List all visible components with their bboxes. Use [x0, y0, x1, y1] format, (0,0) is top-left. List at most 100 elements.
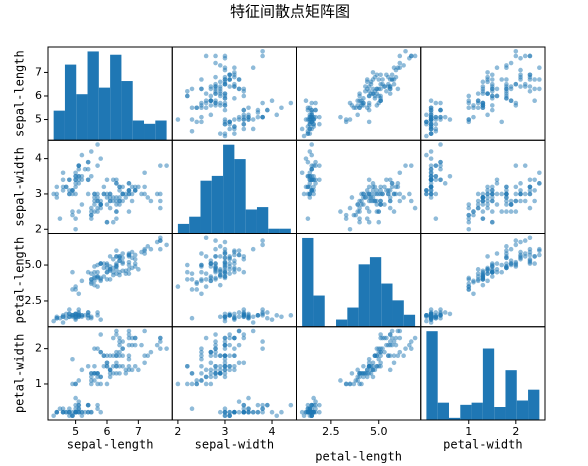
scatter-point	[489, 93, 495, 99]
scatter-point	[378, 360, 383, 366]
scatter-point	[232, 117, 237, 122]
scatter-point	[246, 105, 251, 111]
scatter-point	[260, 409, 265, 415]
histogram-bar	[110, 54, 122, 141]
scatter-point	[395, 181, 401, 186]
scatter-point	[384, 342, 389, 348]
scatter-point	[380, 335, 385, 341]
histogram-bar	[211, 175, 224, 234]
scatter-point	[222, 117, 228, 122]
scatter-point	[438, 166, 443, 172]
scatter-point	[382, 202, 387, 207]
scatter-point	[366, 119, 372, 125]
scatter-point	[79, 202, 85, 207]
scatter-point	[255, 313, 261, 318]
scatter-point	[246, 406, 251, 411]
scatter-point	[537, 65, 542, 71]
scatter-point	[485, 191, 490, 197]
scatter-point	[428, 170, 434, 176]
scatter-point	[305, 105, 311, 111]
scatter-point	[485, 184, 490, 190]
scatter-point	[154, 342, 160, 348]
scatter-point	[241, 332, 247, 337]
scatter-point	[370, 181, 376, 186]
scatter-point	[428, 177, 434, 183]
scatter-point	[504, 248, 509, 253]
histogram-bar	[98, 87, 111, 141]
scatter-point	[203, 381, 209, 387]
scatter-point	[485, 198, 490, 204]
scatter-point	[299, 126, 305, 132]
histogram-bar	[223, 144, 235, 234]
scatter-point	[185, 262, 190, 268]
scatter-point	[232, 265, 237, 271]
scatter-point	[199, 105, 204, 111]
scatter-point	[70, 212, 75, 218]
histogram-bar	[121, 81, 133, 141]
scatter-point	[189, 315, 195, 321]
scatter-point	[303, 156, 309, 161]
scatter-point	[311, 184, 316, 190]
scatter-point	[107, 205, 113, 211]
scatter-point	[208, 103, 214, 108]
scatter-point	[175, 381, 181, 387]
scatter-point	[527, 88, 533, 94]
scatter-point	[366, 198, 372, 204]
scatter-point	[438, 114, 443, 120]
scatter-point	[307, 195, 313, 200]
scatter-point	[374, 103, 380, 108]
scatter-point	[299, 409, 305, 415]
scatter-point	[203, 284, 209, 289]
scatter-point	[236, 117, 242, 122]
scatter-point	[494, 93, 500, 99]
scatter-point	[513, 184, 519, 190]
scatter-point	[397, 191, 403, 197]
scatter-point	[76, 307, 82, 312]
scatter-point	[471, 114, 476, 120]
scatter-point	[518, 77, 523, 82]
scatter-point	[222, 342, 228, 348]
scatter-point	[194, 381, 200, 387]
scatter-point	[368, 367, 374, 373]
scatter-point	[76, 402, 82, 408]
scatter-point	[408, 53, 414, 59]
scatter-point	[222, 53, 228, 59]
scatter-point	[70, 356, 75, 362]
scatter-point	[387, 195, 393, 200]
scatter-point	[428, 188, 434, 193]
cell	[420, 139, 546, 234]
scatter-point	[126, 252, 132, 258]
scatter-point	[412, 335, 418, 341]
scatter-point	[499, 269, 505, 275]
scatter-point	[222, 367, 228, 373]
scatter-point	[232, 314, 237, 320]
scatter-point	[104, 202, 110, 207]
scatter-point	[60, 409, 66, 415]
scatter-point	[307, 184, 313, 190]
scatter-point	[301, 133, 307, 139]
scatter-point	[120, 251, 125, 256]
scatter-point	[114, 202, 119, 207]
scatter-point	[305, 131, 311, 136]
histogram-bar	[516, 400, 529, 420]
scatter-point	[227, 364, 232, 369]
scatter-point	[494, 202, 500, 207]
x-axis-label: sepal-length	[67, 438, 154, 452]
scatter-point	[232, 258, 237, 264]
scatter-point	[317, 402, 322, 408]
scatter-point	[438, 313, 443, 318]
scatter-point	[203, 271, 209, 276]
scatter-point	[378, 364, 383, 369]
scatter-point	[480, 275, 486, 281]
scatter-point	[208, 381, 214, 387]
scatter-point	[199, 277, 204, 282]
scatter-point	[504, 198, 509, 204]
scatter-point	[428, 166, 434, 172]
scatter-point	[208, 274, 214, 279]
scatter-point	[95, 381, 100, 387]
scatter-point	[532, 86, 537, 92]
scatter-point	[438, 163, 443, 168]
scatter-point	[378, 198, 383, 204]
scatter-point	[222, 96, 228, 101]
scatter-point	[189, 406, 195, 411]
